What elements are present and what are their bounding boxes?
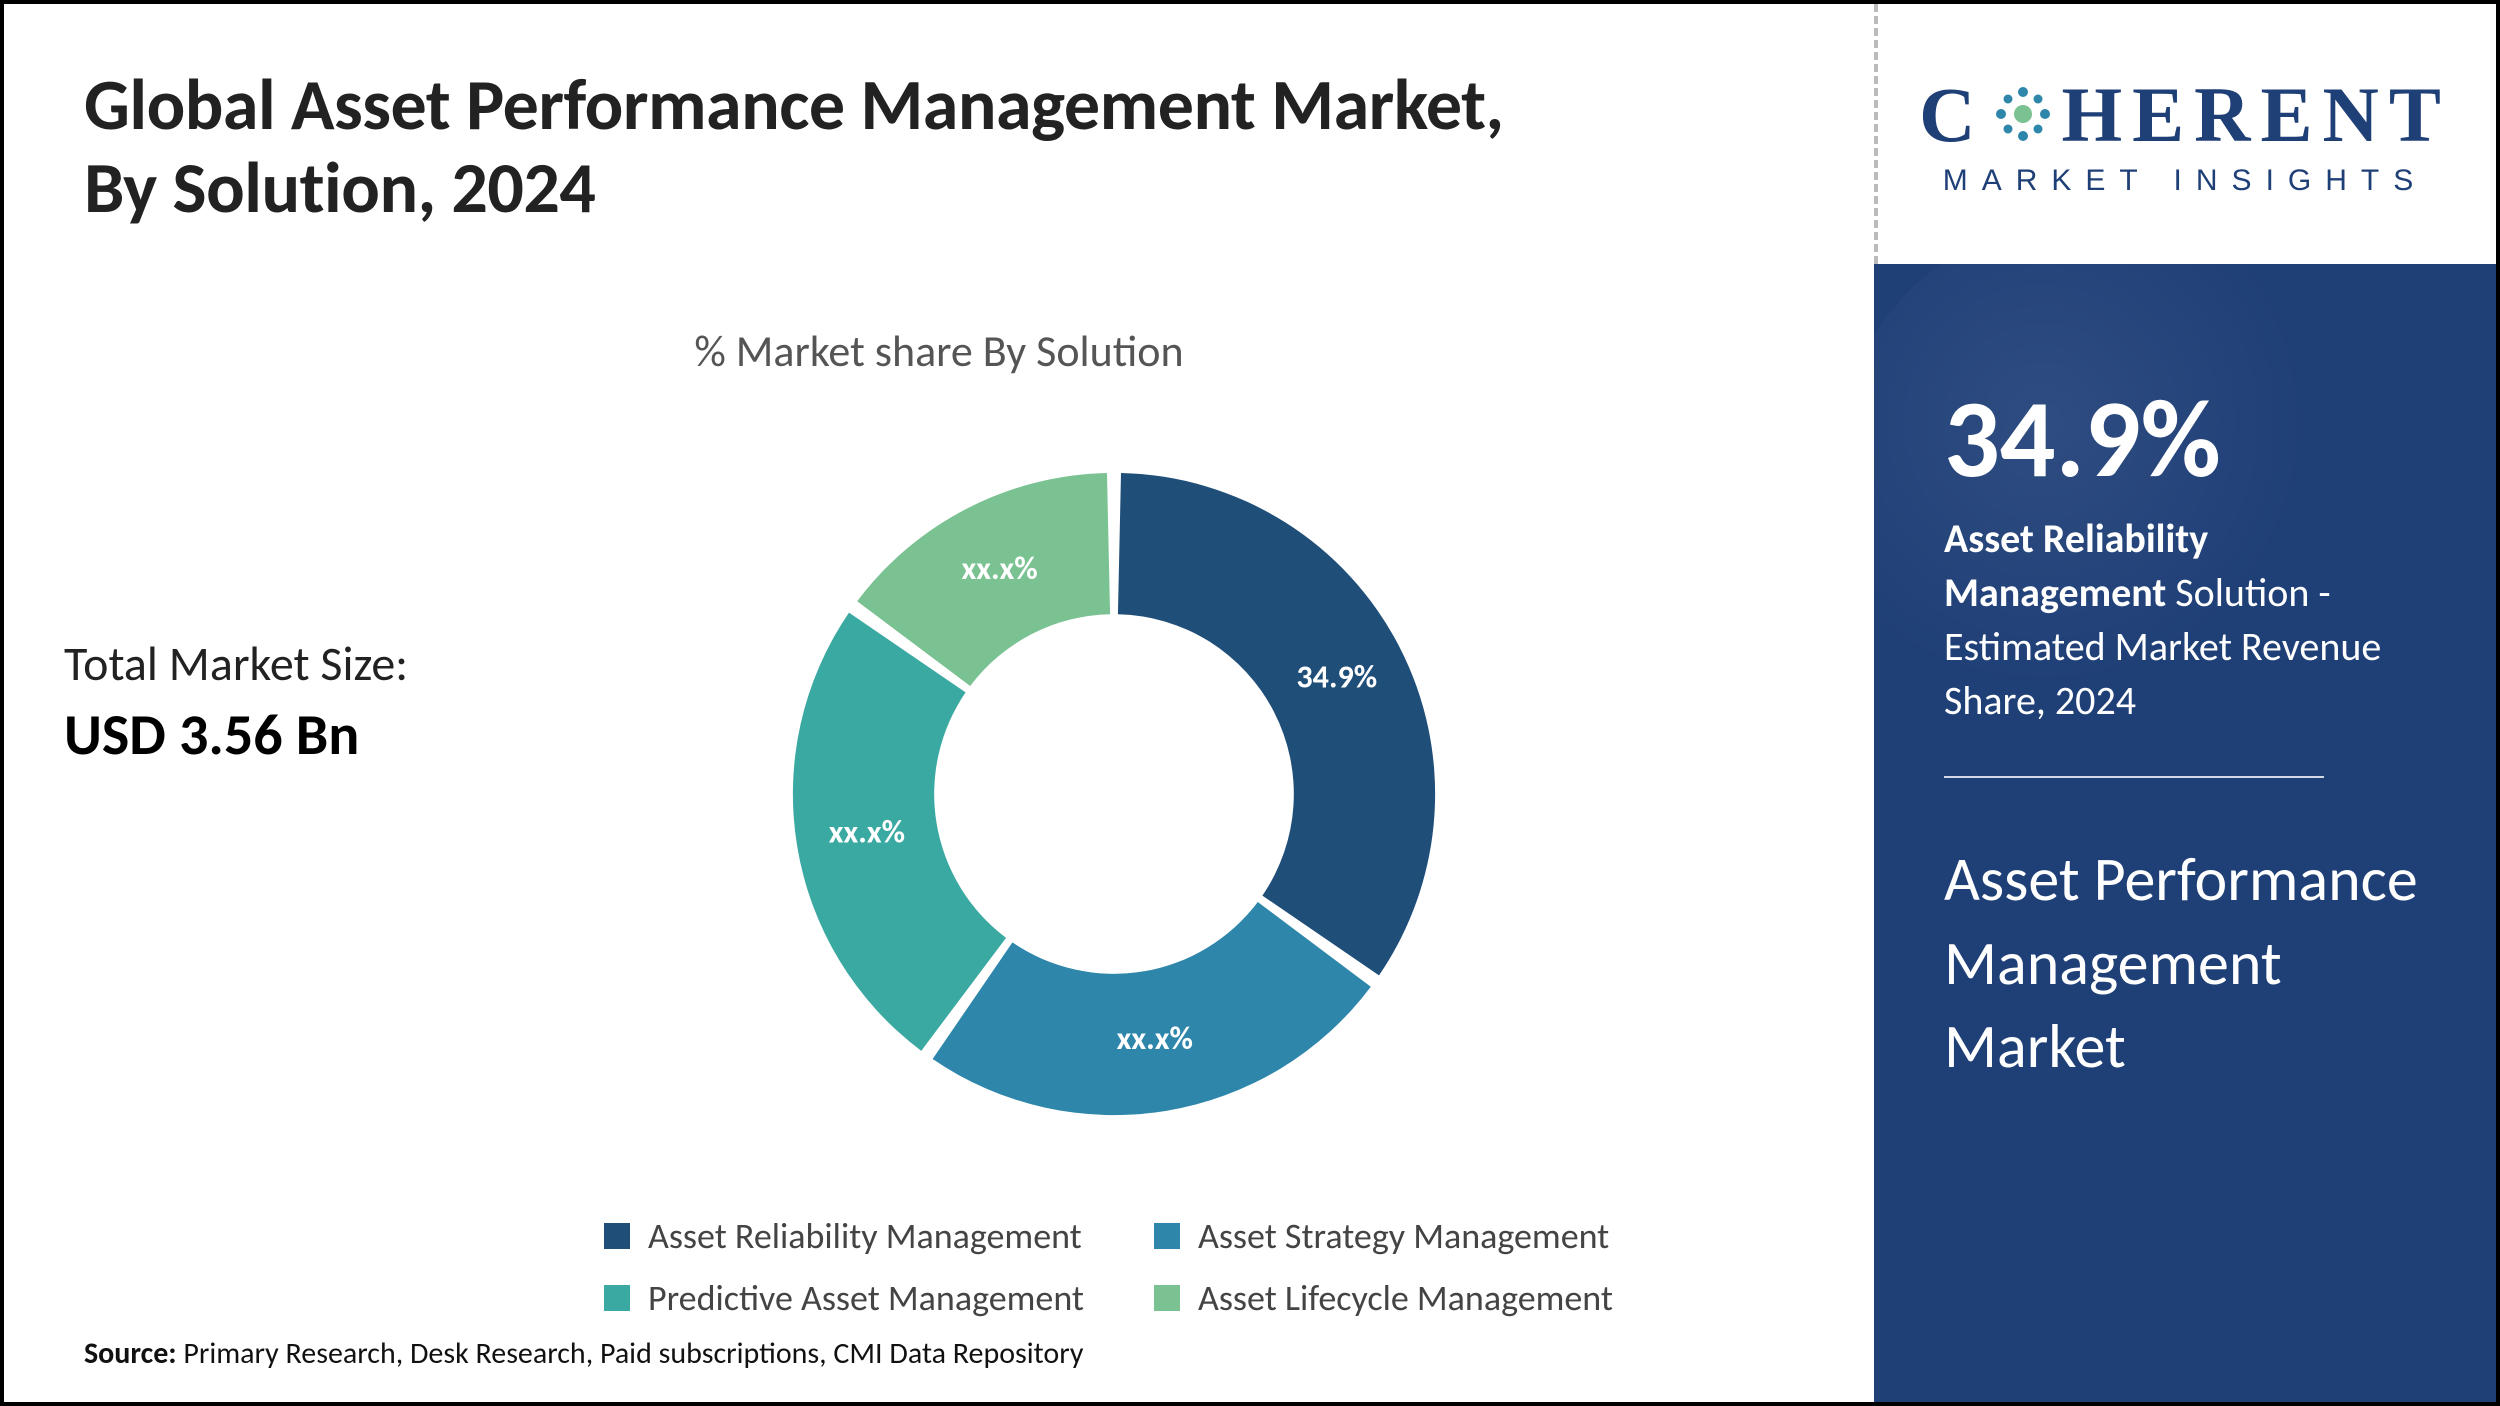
main-panel: Global Asset Performance Management Mark… — [4, 4, 1874, 1402]
legend-label: Predictive Asset Management — [648, 1276, 1084, 1320]
market-size-value: USD 3.56 Bn — [64, 699, 408, 770]
legend-label: Asset Lifecycle Management — [1198, 1276, 1613, 1320]
logo-globe-icon — [1989, 77, 2057, 145]
slice-label: xx.x% — [961, 548, 1037, 588]
legend-item: Asset Reliability Management — [604, 1214, 1114, 1258]
legend-swatch — [1154, 1223, 1180, 1249]
infographic-frame: Global Asset Performance Management Mark… — [0, 0, 2500, 1406]
side-stat-rest: Solution - Estimated Market Revenue Shar… — [1944, 568, 2381, 725]
legend-item: Asset Lifecycle Management — [1154, 1276, 1664, 1320]
side-title: Asset Performance Management Market — [1944, 838, 2436, 1089]
market-size-block: Total Market Size: USD 3.56 Bn — [64, 634, 408, 770]
donut-chart: 34.9% xx.x% xx.x% xx.x% — [774, 454, 1454, 1134]
donut-slice — [1118, 473, 1435, 975]
title-line-2: By Solution, 2024 — [84, 144, 595, 232]
legend-swatch — [604, 1285, 630, 1311]
side-stat-bold: Asset Reliability Management — [1944, 514, 2208, 617]
source-label: Source: — [84, 1335, 183, 1372]
source-line: Source: Primary Research, Desk Research,… — [84, 1335, 1083, 1372]
legend-swatch — [1154, 1285, 1180, 1311]
chart-legend: Asset Reliability Management Asset Strate… — [604, 1214, 1664, 1320]
side-stat-value: 34.9% — [1944, 384, 2436, 494]
slice-label: xx.x% — [829, 812, 905, 852]
slice-label: 34.9% — [1296, 656, 1377, 696]
legend-item: Asset Strategy Management — [1154, 1214, 1664, 1258]
main-title: Global Asset Performance Management Mark… — [84, 64, 1834, 230]
logo-subtitle: MARKET INSIGHTS — [1943, 164, 2427, 198]
side-panel: 34.9% Asset Reliability Management Solut… — [1874, 264, 2496, 1402]
source-text: Primary Research, Desk Research, Paid su… — [183, 1335, 1083, 1372]
side-column: C HERENT MARKET INSIGHTS — [1874, 4, 2496, 1402]
brand-logo: C HERENT MARKET INSIGHTS — [1874, 4, 2496, 264]
legend-item: Predictive Asset Management — [604, 1276, 1114, 1320]
chart-title: % Market share By Solution — [694, 324, 1183, 378]
vertical-divider — [1874, 4, 1878, 264]
legend-swatch — [604, 1223, 630, 1249]
title-line-1: Global Asset Performance Management Mark… — [84, 61, 1504, 149]
side-divider — [1944, 776, 2324, 778]
logo-wordmark: C HERENT — [1919, 70, 2451, 160]
slice-label: xx.x% — [1117, 1018, 1193, 1058]
logo-text-left: C — [1919, 70, 1985, 160]
logo-text-right: HERENT — [2061, 70, 2450, 160]
market-size-label: Total Market Size: — [64, 634, 408, 693]
legend-label: Asset Reliability Management — [648, 1214, 1082, 1258]
side-stat-caption: Asset Reliability Management Solution - … — [1944, 512, 2424, 728]
legend-label: Asset Strategy Management — [1198, 1214, 1609, 1258]
